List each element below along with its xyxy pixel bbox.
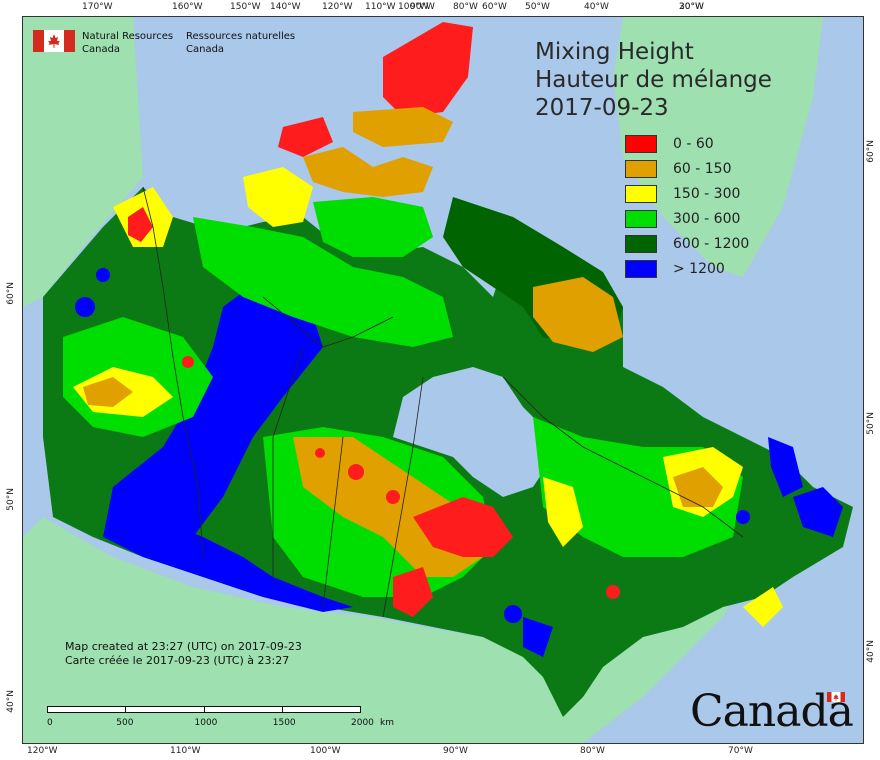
graticule-bottom-label: 90°W xyxy=(443,746,468,756)
hotspot-sask-1 xyxy=(315,448,325,458)
scale-bar: 0 500 1000 1500 2000 km xyxy=(47,706,394,732)
legend-swatch xyxy=(625,135,657,153)
agency-signature: Natural Resources Canada Ressources natu… xyxy=(33,30,295,55)
graticule-bottom-label: 80°W xyxy=(580,746,605,756)
graticule-right-label: 60°N xyxy=(866,140,876,163)
arctic-island-axel xyxy=(278,117,333,157)
title-english: Mixing Height xyxy=(535,39,694,65)
title-french: Hauteur de mélange xyxy=(535,67,772,93)
arctic-island-bathurst xyxy=(303,147,433,197)
footer-fr: Carte créée le 2017-09-23 (UTC) à 23:27 xyxy=(65,654,290,667)
graticule-top-label: 40°W xyxy=(584,2,609,12)
zone-high-east xyxy=(768,437,803,497)
graticule-bottom-label: 110°W xyxy=(170,746,201,756)
hotspot-bc-north xyxy=(75,297,95,317)
zone-150-300-ns xyxy=(743,587,783,627)
zone-high-newfoundland xyxy=(793,487,843,537)
zone-0-60-ontario-west xyxy=(393,567,433,617)
graticule-right-label: 50°N xyxy=(866,412,876,435)
map-title: Mixing Height Hauteur de mélange 2017-09… xyxy=(535,38,772,122)
legend-swatch xyxy=(625,210,657,228)
graticule-top-label: 50°W xyxy=(525,2,550,12)
graticule-left-label: 50°N xyxy=(6,488,16,511)
map-canvas xyxy=(23,17,853,743)
hotspot-sask-2 xyxy=(348,464,364,480)
zone-high-west xyxy=(103,277,323,557)
graticule-top-label: 110°W xyxy=(365,2,396,12)
footer-en: Map created at 23:27 (UTC) on 2017-09-23 xyxy=(65,640,302,653)
legend-swatch xyxy=(625,260,657,278)
zone-60-150-quebec xyxy=(673,467,723,507)
scale-bar-label: 2000 xyxy=(351,718,374,728)
map-frame xyxy=(22,16,864,744)
graticule-left-label: 60°N xyxy=(6,282,16,305)
graticule-top-label: 160°W xyxy=(172,2,203,12)
legend-label: 60 - 150 xyxy=(673,161,732,177)
map-footer: Map created at 23:27 (UTC) on 2017-09-23… xyxy=(65,640,302,668)
zone-150-300-hudson-south xyxy=(543,477,583,547)
scale-bar-label: 500 xyxy=(116,718,134,728)
legend-swatch xyxy=(625,185,657,203)
legend-swatch xyxy=(625,160,657,178)
arctic-island-devon xyxy=(353,107,453,147)
graticule-top-label: 80°W xyxy=(453,2,478,12)
graticule-top-label: 120°W xyxy=(322,2,353,12)
graticule-top-label: 90°W xyxy=(410,2,435,12)
graticule-top-label: 140°W xyxy=(270,2,301,12)
legend-label: 300 - 600 xyxy=(673,211,741,227)
map-date: 2017-09-23 xyxy=(535,95,669,121)
scale-bar-segment xyxy=(281,706,361,713)
landmass-alaska xyxy=(23,17,143,307)
legend-label: 0 - 60 xyxy=(673,136,714,152)
zone-high-west-2 xyxy=(143,517,353,612)
hotspot-sask-3 xyxy=(386,490,400,504)
hotspot-quebec-2 xyxy=(736,510,750,524)
graticule-top-label: 100°W xyxy=(398,2,429,12)
legend-swatch xyxy=(625,235,657,253)
hudson-bay xyxy=(393,367,553,497)
scale-bar-unit: km xyxy=(380,718,394,728)
legend-label: 150 - 300 xyxy=(673,186,741,202)
hotspot-quebec xyxy=(606,585,620,599)
zone-high-great-lakes xyxy=(523,617,553,657)
agency-name-fr: Ressources naturelles Canada xyxy=(186,31,296,55)
graticule-top-label: 170°W xyxy=(82,2,113,12)
graticule-top-label: 60°W xyxy=(482,2,507,12)
arctic-island-banks xyxy=(243,167,313,227)
hotspot-yukon xyxy=(96,268,110,282)
arctic-island-victoria xyxy=(313,197,433,257)
zone-60-150-bc xyxy=(83,377,133,407)
scale-bar-segment xyxy=(125,706,205,713)
graticule-bottom-label: 70°W xyxy=(728,746,753,756)
province-boundaries xyxy=(142,186,744,618)
zone-60-150-labrador xyxy=(533,277,623,352)
graticule-top-label: 30°W xyxy=(679,2,704,12)
hotspot-ontario xyxy=(504,605,522,623)
arctic-island-ellesmere xyxy=(383,22,473,117)
graticule-bottom-label: 120°W xyxy=(27,746,58,756)
agency-name-en: Natural Resources Canada xyxy=(82,31,174,55)
wordmark-flag-icon xyxy=(827,692,845,702)
hotspot-alberta xyxy=(182,356,194,368)
scale-bar-label: 1500 xyxy=(272,718,296,728)
graticule-top-label: 20°W xyxy=(679,2,704,12)
graticule-top-label: 150°W xyxy=(230,2,261,12)
scale-bar-segment xyxy=(203,706,283,713)
canada-wordmark: Canada xyxy=(690,686,854,737)
scale-bar-label: 1000 xyxy=(194,718,218,728)
legend-label: > 1200 xyxy=(673,261,725,277)
graticule-left-label: 40°N xyxy=(6,690,16,713)
zone-0-60-manitoba xyxy=(413,497,513,557)
zone-0-60-yukon xyxy=(128,207,153,242)
canada-flag-icon xyxy=(33,30,75,52)
graticule-right-label: 40°N xyxy=(866,640,876,663)
legend-label: 600 - 1200 xyxy=(673,236,750,252)
scale-bar-segment xyxy=(47,706,127,713)
scale-bar-label: 0 xyxy=(47,718,53,728)
zone-300-600-north xyxy=(193,217,453,347)
graticule-bottom-label: 100°W xyxy=(310,746,341,756)
landmass-greenland xyxy=(613,17,823,277)
